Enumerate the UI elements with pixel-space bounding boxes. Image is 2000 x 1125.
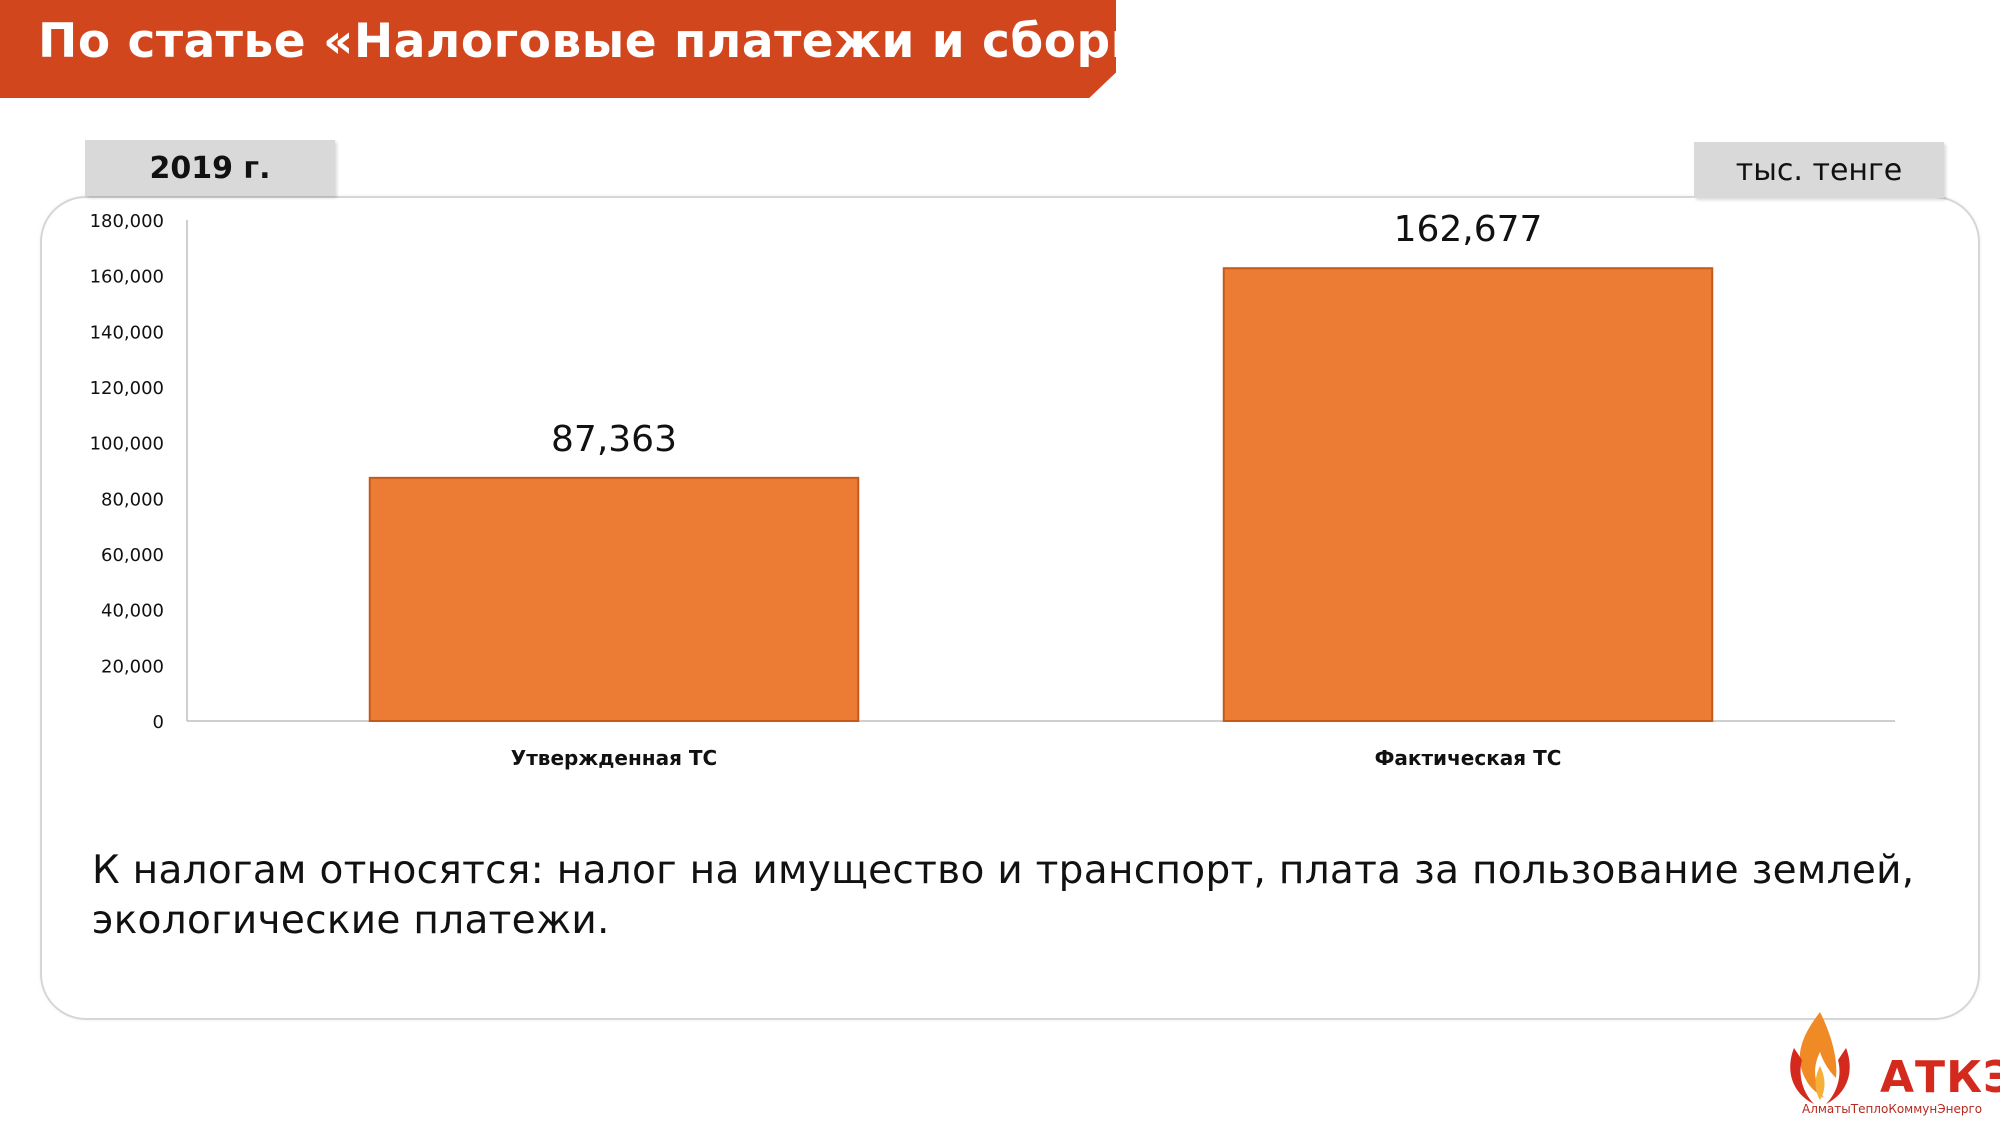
title-banner bbox=[0, 0, 1116, 98]
unit-tab: тыс. тенге bbox=[1694, 142, 1944, 198]
page-title: По статье «Налоговые платежи и сборы» bbox=[38, 14, 1185, 69]
y-tick-label: 140,000 bbox=[90, 322, 164, 343]
y-tick-label: 160,000 bbox=[90, 267, 164, 288]
logo-text: АТКЭ bbox=[1880, 1052, 2000, 1103]
y-tick-label: 0 bbox=[153, 712, 164, 733]
y-tick-label: 60,000 bbox=[101, 545, 164, 566]
data-label: 162,677 bbox=[1394, 209, 1543, 250]
atke-logo-icon bbox=[1790, 1012, 1850, 1104]
y-tick-label: 40,000 bbox=[101, 601, 164, 622]
x-tick-label: Фактическая ТС bbox=[1375, 746, 1562, 770]
bar bbox=[368, 476, 860, 723]
note-text: К налогам относятся: налог на имущество … bbox=[92, 848, 1915, 943]
y-tick-label: 180,000 bbox=[90, 211, 164, 232]
logo-subtitle: АлматыТеплоКоммунЭнерго bbox=[1802, 1102, 1983, 1116]
x-tick-label: Утвержденная ТС bbox=[511, 746, 717, 770]
year-tab: 2019 г. bbox=[85, 140, 335, 196]
y-tick-label: 100,000 bbox=[90, 434, 164, 455]
y-tick-label: 120,000 bbox=[90, 378, 164, 399]
y-tick-label: 20,000 bbox=[101, 656, 164, 677]
y-tick-label: 80,000 bbox=[101, 489, 164, 510]
bar bbox=[1222, 267, 1714, 722]
data-label: 87,363 bbox=[551, 419, 677, 460]
